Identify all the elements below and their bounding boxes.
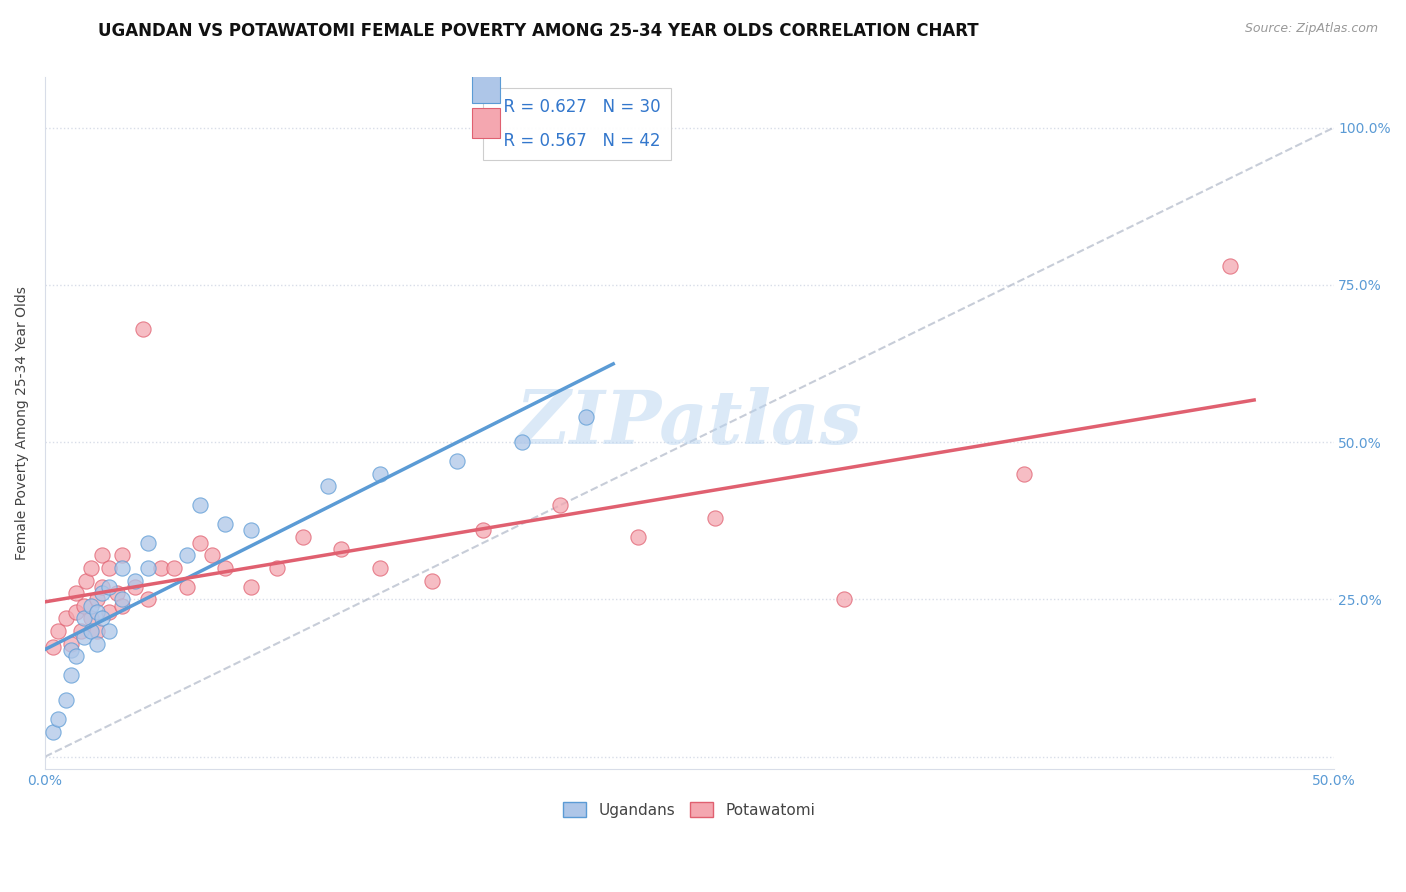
Point bbox=[704, 510, 727, 524]
Point bbox=[59, 642, 82, 657]
Text: UGANDAN VS POTAWATOMI FEMALE POVERTY AMONG 25-34 YEAR OLDS CORRELATION CHART: UGANDAN VS POTAWATOMI FEMALE POVERTY AMO… bbox=[98, 22, 979, 40]
Point bbox=[80, 611, 103, 625]
Point bbox=[1012, 467, 1035, 481]
Point bbox=[111, 561, 134, 575]
Point bbox=[98, 580, 121, 594]
Point bbox=[98, 561, 121, 575]
Point bbox=[59, 636, 82, 650]
Point bbox=[240, 580, 263, 594]
Point bbox=[136, 592, 159, 607]
Point bbox=[65, 605, 87, 619]
Point bbox=[90, 549, 112, 563]
Point bbox=[214, 516, 236, 531]
Point bbox=[136, 536, 159, 550]
Point bbox=[149, 561, 172, 575]
Point bbox=[575, 410, 598, 425]
Point bbox=[420, 574, 443, 588]
Point bbox=[266, 561, 288, 575]
Point bbox=[70, 624, 93, 638]
Point bbox=[98, 605, 121, 619]
FancyBboxPatch shape bbox=[472, 108, 501, 138]
Point bbox=[291, 530, 314, 544]
Point bbox=[446, 454, 468, 468]
Point bbox=[124, 574, 146, 588]
Point bbox=[46, 712, 69, 726]
Point bbox=[80, 561, 103, 575]
Text: Source: ZipAtlas.com: Source: ZipAtlas.com bbox=[1244, 22, 1378, 36]
Text: R = 0.627   N = 30
  R = 0.567   N = 42: R = 0.627 N = 30 R = 0.567 N = 42 bbox=[494, 98, 661, 150]
Legend: Ugandans, Potawatomi: Ugandans, Potawatomi bbox=[557, 796, 821, 824]
Point bbox=[90, 580, 112, 594]
Point bbox=[55, 693, 77, 707]
Point bbox=[90, 586, 112, 600]
Text: ZIPatlas: ZIPatlas bbox=[516, 387, 863, 459]
Point bbox=[98, 624, 121, 638]
Point bbox=[472, 524, 495, 538]
Point bbox=[111, 549, 134, 563]
Y-axis label: Female Poverty Among 25-34 Year Olds: Female Poverty Among 25-34 Year Olds bbox=[15, 286, 30, 560]
Point bbox=[86, 605, 108, 619]
Point bbox=[627, 530, 650, 544]
Point bbox=[46, 624, 69, 638]
Point bbox=[124, 580, 146, 594]
Point bbox=[111, 599, 134, 613]
Point bbox=[41, 724, 63, 739]
Point bbox=[86, 592, 108, 607]
Point bbox=[90, 611, 112, 625]
Point bbox=[75, 574, 97, 588]
Point bbox=[550, 498, 572, 512]
Point bbox=[86, 636, 108, 650]
Point bbox=[55, 611, 77, 625]
Point bbox=[1219, 259, 1241, 273]
Point bbox=[201, 549, 224, 563]
Point bbox=[105, 586, 128, 600]
Point bbox=[176, 549, 198, 563]
Point bbox=[136, 561, 159, 575]
Point bbox=[80, 624, 103, 638]
Point bbox=[318, 479, 340, 493]
Point bbox=[330, 542, 353, 557]
Point bbox=[132, 322, 155, 336]
Point bbox=[368, 561, 391, 575]
Point bbox=[111, 592, 134, 607]
Point bbox=[368, 467, 391, 481]
Point bbox=[41, 640, 63, 654]
Point bbox=[176, 580, 198, 594]
Point bbox=[59, 668, 82, 682]
Point bbox=[72, 599, 94, 613]
Point bbox=[188, 498, 211, 512]
Point bbox=[188, 536, 211, 550]
Point bbox=[240, 524, 263, 538]
Point bbox=[214, 561, 236, 575]
Point bbox=[65, 649, 87, 664]
Point bbox=[72, 630, 94, 644]
Point bbox=[86, 624, 108, 638]
Point bbox=[832, 592, 855, 607]
Point bbox=[65, 586, 87, 600]
Point bbox=[510, 435, 533, 450]
FancyBboxPatch shape bbox=[472, 73, 501, 103]
Point bbox=[163, 561, 186, 575]
Point bbox=[72, 611, 94, 625]
Point bbox=[80, 599, 103, 613]
